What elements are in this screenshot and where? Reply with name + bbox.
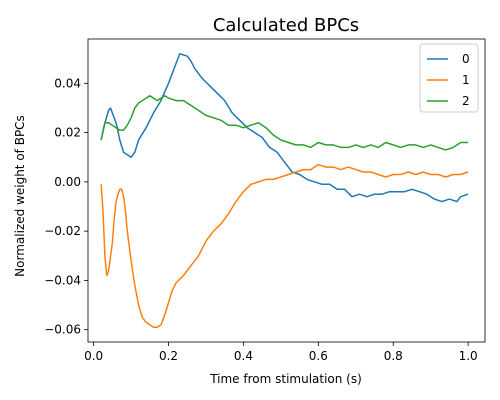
x-tick-label: 0.4 [234,349,253,363]
y-tick-label: 0.02 [54,126,81,140]
x-axis: 0.0 0.2 0.4 0.6 0.8 1.0 [84,342,478,363]
y-axis: −0.06 −0.04 −0.02 0.00 0.02 0.04 [44,76,88,337]
plot-background [88,39,485,342]
legend-label: 2 [462,94,470,108]
y-tick-label: −0.02 [44,224,81,238]
legend-item-2: 2 [427,94,470,108]
series-lines [100,53,469,328]
plot-area [87,38,486,343]
x-tick-label: 0.6 [309,349,328,363]
chart-title: Calculated BPCs [213,15,359,36]
y-axis-label: Normalized weight of BPCs [13,115,27,277]
y-tick-label: 0.04 [54,76,81,90]
legend: 0 1 2 [419,43,479,113]
series-line-2 [100,94,469,151]
x-tick-label: 0.8 [384,349,403,363]
y-tick-label: −0.06 [44,323,81,337]
x-tick-label: 0.2 [159,349,178,363]
series-line-0 [100,53,469,203]
x-axis-label: Time from stimulation (s) [209,372,362,386]
legend-label: 1 [462,73,470,87]
legend-item-1: 1 [427,73,470,87]
legend-item-0: 0 [427,52,470,66]
series-line-1 [100,163,469,328]
plot-frame [87,38,486,343]
x-tick-label: 0.0 [84,349,103,363]
legend-label: 0 [462,52,470,66]
y-tick-label: −0.04 [44,273,81,287]
legend-box [419,43,479,113]
y-tick-label: 0.00 [54,175,81,189]
x-tick-label: 1.0 [459,349,478,363]
